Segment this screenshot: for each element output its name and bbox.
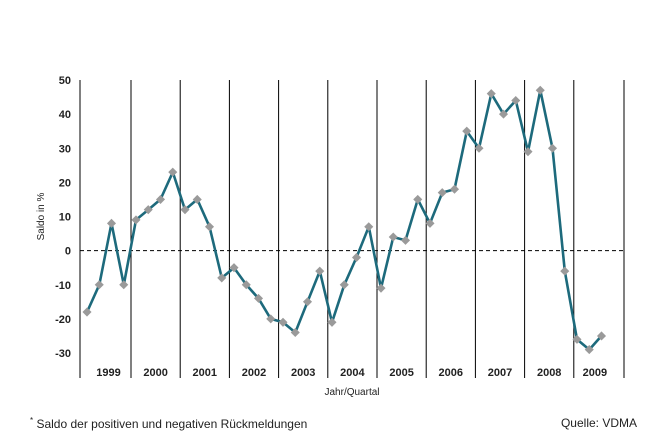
footnote: * Saldo der positiven und negativen Rück…: [30, 416, 307, 431]
source-note: Quelle: VDMA: [560, 416, 637, 430]
x-tick-label: 2009: [583, 367, 607, 379]
year-separators: [79, 80, 625, 378]
data-point: [535, 85, 545, 95]
data-point: [351, 252, 362, 262]
data-point: [229, 263, 239, 273]
y-tick-label: 10: [59, 212, 71, 224]
x-tick-label: 2006: [439, 367, 463, 379]
data-point: [388, 232, 398, 242]
y-tick-label: -10: [55, 280, 71, 292]
footnote-marker: *: [30, 416, 34, 425]
data-point: [180, 205, 190, 215]
y-tick-label: 20: [59, 177, 71, 189]
data-point: [327, 317, 337, 327]
data-point: [155, 194, 166, 204]
data-point: [143, 205, 153, 215]
y-tick-label: -30: [55, 348, 71, 360]
x-tick-label: 2003: [291, 367, 315, 379]
data-point: [253, 293, 264, 303]
series-markers: [82, 85, 607, 355]
x-tick-label: 2004: [340, 367, 365, 379]
footnote-text: Saldo der positiven und negativen Rückme…: [33, 417, 308, 431]
data-point: [560, 266, 570, 276]
y-tick-label: 50: [59, 75, 71, 87]
data-point: [241, 280, 251, 290]
data-point: [302, 297, 313, 307]
data-point: [413, 194, 423, 204]
data-point: [498, 109, 509, 119]
y-tick-label: 40: [59, 109, 71, 121]
y-axis-ticks: 50 40 30 20 10 0 -10 -20 -30: [55, 75, 71, 360]
x-tick-label: 2008: [537, 367, 561, 379]
y-tick-label: 0: [65, 246, 71, 258]
x-axis-label: Jahr/Quartal: [324, 387, 379, 398]
data-point: [94, 280, 104, 290]
x-tick-label: 2007: [488, 367, 512, 379]
data-point: [119, 280, 129, 290]
y-tick-label: -20: [55, 314, 71, 326]
data-point: [584, 345, 594, 355]
data-point: [339, 280, 349, 290]
x-tick-label: 2001: [193, 367, 217, 379]
data-point: [364, 222, 374, 232]
x-tick-label: 2002: [242, 367, 266, 379]
data-point: [168, 167, 178, 177]
data-point: [425, 218, 435, 228]
data-point: [82, 307, 92, 317]
data-point: [400, 235, 411, 245]
data-point: [547, 143, 558, 153]
y-axis-label: Saldo in %: [36, 192, 47, 240]
y-tick-label: 30: [59, 143, 71, 155]
data-point: [192, 194, 202, 204]
x-tick-label: 1999: [96, 367, 120, 379]
x-tick-label: 2000: [143, 367, 167, 379]
data-point: [376, 283, 386, 293]
data-point: [315, 266, 325, 276]
data-point: [449, 184, 460, 194]
data-point: [437, 188, 447, 198]
data-point: [106, 218, 117, 228]
data-point: [204, 222, 215, 232]
x-axis-ticks: 1999 2000 2001 2002 2003 2004 2005 2006 2007 2008…: [96, 367, 607, 379]
x-tick-label: 2005: [389, 367, 413, 379]
data-point: [217, 273, 227, 283]
